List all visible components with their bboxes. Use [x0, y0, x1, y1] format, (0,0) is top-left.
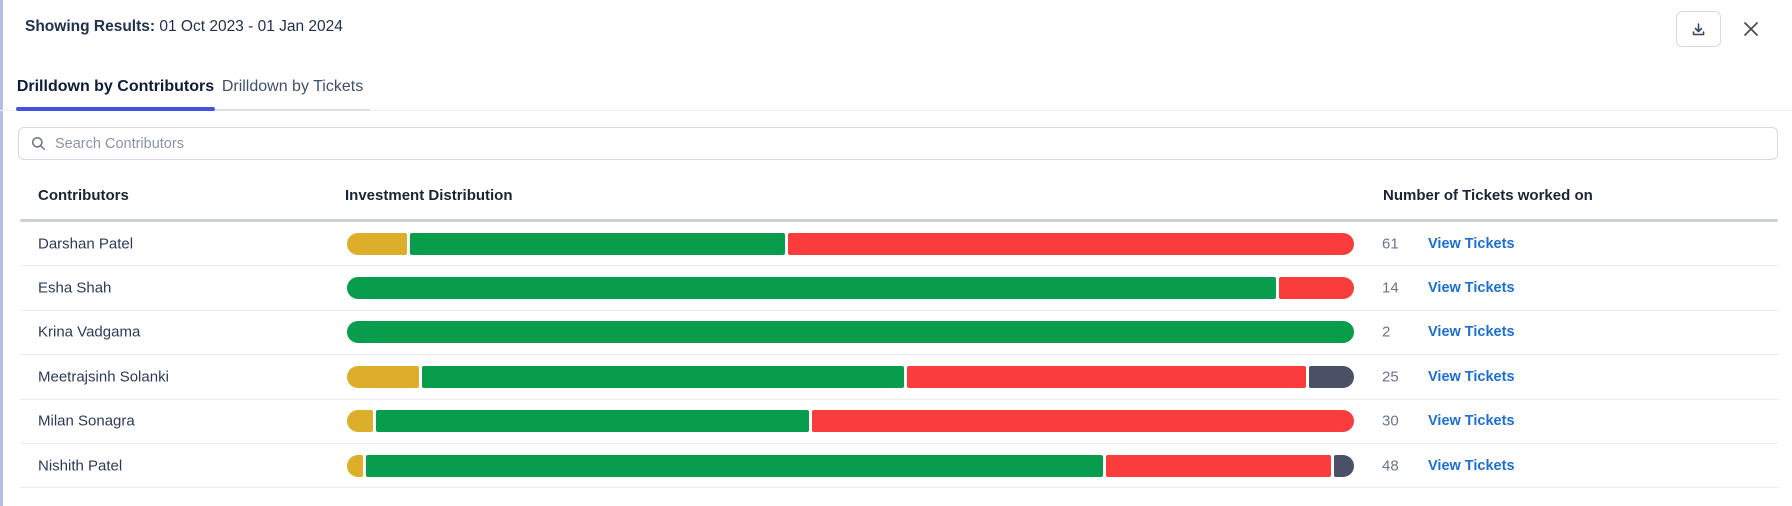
view-tickets-link[interactable]: View Tickets — [1428, 457, 1515, 474]
view-tickets-link[interactable]: View Tickets — [1428, 368, 1515, 385]
view-tickets-link[interactable]: View Tickets — [1428, 280, 1515, 297]
bar-segment-red — [788, 232, 1354, 255]
search-icon — [31, 136, 45, 150]
tab-drilldown-by-tickets[interactable]: Drilldown by Tickets — [221, 78, 364, 95]
bar-segment-green — [365, 454, 1104, 477]
bar-segment-green — [347, 321, 1354, 344]
view-tickets-link[interactable]: View Tickets — [1428, 413, 1515, 430]
contributor-name: Esha Shah — [38, 279, 112, 297]
download-icon — [1690, 21, 1707, 38]
contributors-table: Darshan Patel 61 View Tickets Esha Shah … — [20, 222, 1778, 489]
bar-segment-yellow — [347, 365, 419, 388]
tab-inactive-underline — [215, 109, 370, 111]
tab-drilldown-by-contributors[interactable]: Drilldown by Contributors — [16, 78, 215, 95]
investment-distribution-bar — [347, 454, 1354, 477]
bar-segment-yellow — [347, 454, 363, 477]
ticket-count: 25 — [1382, 368, 1399, 386]
panel-left-accent — [0, 0, 3, 506]
view-tickets-link[interactable]: View Tickets — [1428, 235, 1515, 252]
table-row: Krina Vadgama 2 View Tickets — [20, 311, 1778, 356]
close-icon — [1741, 19, 1761, 39]
column-header-investment-distribution: Investment Distribution — [345, 187, 513, 204]
bar-segment-dark — [1334, 454, 1354, 477]
bar-segment-green — [347, 277, 1276, 300]
bar-segment-green — [376, 410, 810, 433]
bar-segment-green — [410, 232, 786, 255]
bar-segment-yellow — [347, 232, 408, 255]
table-row: Esha Shah 14 View Tickets — [20, 266, 1778, 311]
table-header-rule — [20, 219, 1778, 222]
view-tickets-link[interactable]: View Tickets — [1428, 324, 1515, 341]
tab-active-underline — [16, 107, 215, 111]
close-button[interactable] — [1737, 15, 1765, 43]
investment-distribution-bar — [347, 365, 1354, 388]
table-row: Meetrajsinh Solanki 25 View Tickets — [20, 355, 1778, 400]
contributor-name: Darshan Patel — [38, 235, 134, 253]
showing-results-text: Showing Results: 01 Oct 2023 - 01 Jan 20… — [25, 18, 343, 36]
contributor-name: Milan Sonagra — [38, 412, 135, 430]
bar-segment-red — [1106, 454, 1332, 477]
column-header-contributors: Contributors — [38, 187, 129, 204]
bar-segment-yellow — [347, 410, 374, 433]
contributor-name: Nishith Patel — [38, 457, 123, 475]
search-input[interactable] — [55, 128, 1777, 159]
investment-distribution-bar — [347, 232, 1354, 255]
table-row: Nishith Patel 48 View Tickets — [20, 444, 1778, 489]
showing-results-label: Showing Results: — [25, 18, 156, 35]
table-row: Darshan Patel 61 View Tickets — [20, 222, 1778, 267]
bar-segment-green — [421, 365, 904, 388]
table-row: Milan Sonagra 30 View Tickets — [20, 400, 1778, 444]
ticket-count: 48 — [1382, 457, 1399, 475]
contributor-name: Krina Vadgama — [38, 323, 141, 341]
bar-segment-dark — [1309, 365, 1354, 388]
bar-segment-red — [1278, 277, 1354, 300]
tabs-divider — [0, 110, 1792, 111]
investment-distribution-bar — [347, 410, 1355, 433]
ticket-count: 14 — [1382, 279, 1399, 297]
contributor-name: Meetrajsinh Solanki — [38, 368, 169, 386]
bar-segment-red — [812, 410, 1355, 433]
ticket-count: 30 — [1382, 412, 1399, 430]
column-header-number-of-tickets: Number of Tickets worked on — [1383, 187, 1593, 204]
investment-distribution-bar — [347, 321, 1354, 344]
ticket-count: 61 — [1382, 235, 1399, 253]
download-button[interactable] — [1676, 11, 1721, 47]
investment-distribution-bar — [347, 277, 1354, 300]
ticket-count: 2 — [1382, 323, 1391, 341]
search-contributors-box[interactable] — [18, 127, 1778, 160]
bar-segment-red — [906, 365, 1307, 388]
date-range-value: 01 Oct 2023 - 01 Jan 2024 — [159, 18, 343, 35]
